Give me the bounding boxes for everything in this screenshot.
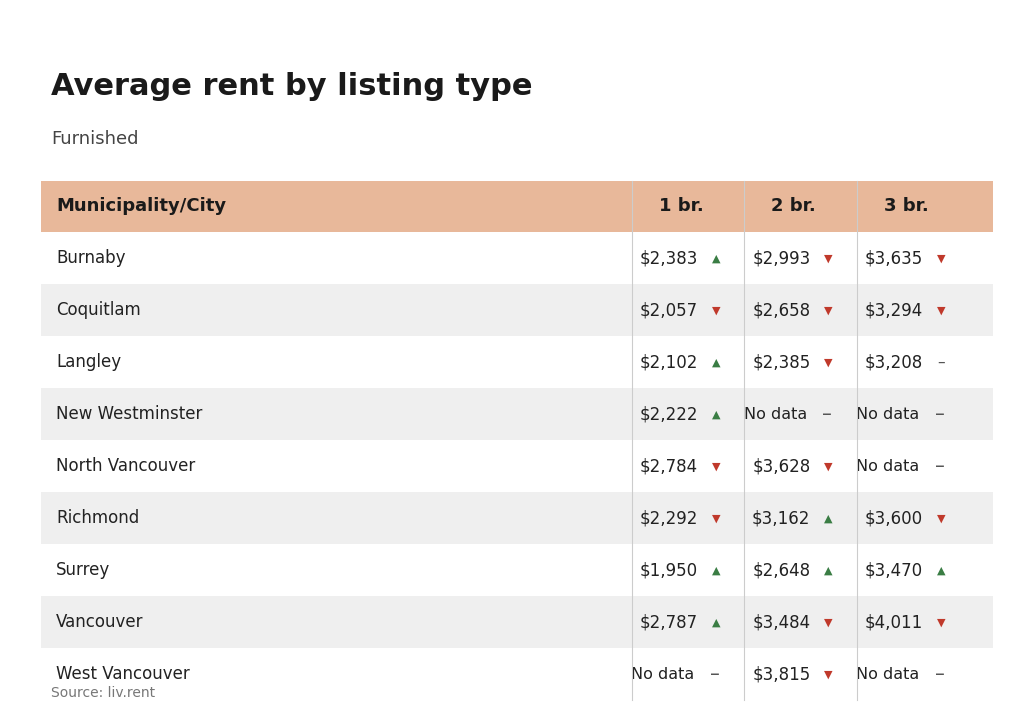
Text: ▼: ▼ — [824, 253, 833, 264]
Text: $3,208: $3,208 — [865, 354, 923, 371]
Text: $1,950: $1,950 — [640, 562, 697, 579]
Text: ▼: ▼ — [937, 513, 945, 523]
Text: ▼: ▼ — [824, 669, 833, 679]
Text: Burnaby: Burnaby — [56, 250, 126, 267]
Text: $2,383: $2,383 — [639, 250, 698, 267]
Text: Langley: Langley — [56, 354, 122, 371]
Text: 1 br.: 1 br. — [658, 198, 703, 215]
Text: ▼: ▼ — [824, 617, 833, 627]
Text: ▼: ▼ — [712, 461, 720, 471]
Text: $3,294: $3,294 — [865, 302, 923, 319]
Text: No data: No data — [631, 667, 694, 682]
Text: ▲: ▲ — [824, 513, 833, 523]
Text: –: – — [937, 355, 944, 370]
Text: No data: No data — [856, 459, 920, 474]
Text: –: – — [710, 665, 720, 684]
Text: Vancouver: Vancouver — [56, 614, 143, 631]
Text: ▲: ▲ — [937, 565, 945, 575]
Text: $3,162: $3,162 — [752, 510, 811, 527]
Text: ▼: ▼ — [824, 305, 833, 316]
Text: $2,784: $2,784 — [640, 458, 697, 475]
Text: Average rent by listing type: Average rent by listing type — [51, 72, 532, 101]
Text: ▲: ▲ — [712, 253, 720, 264]
Text: Municipality/City: Municipality/City — [56, 198, 226, 215]
Text: ▼: ▼ — [824, 461, 833, 471]
Text: No data: No data — [856, 667, 920, 682]
Text: ▲: ▲ — [712, 409, 720, 419]
Text: ▲: ▲ — [712, 357, 720, 367]
Text: $2,993: $2,993 — [753, 250, 810, 267]
Text: 3 br.: 3 br. — [884, 198, 929, 215]
Text: ▲: ▲ — [712, 565, 720, 575]
Text: $3,635: $3,635 — [865, 250, 923, 267]
Text: 2 br.: 2 br. — [771, 198, 816, 215]
Text: ▲: ▲ — [712, 617, 720, 627]
Text: –: – — [822, 405, 833, 424]
Text: $3,600: $3,600 — [865, 510, 923, 527]
Text: $3,470: $3,470 — [865, 562, 923, 579]
Text: ▲: ▲ — [824, 565, 833, 575]
Text: New Westminster: New Westminster — [56, 406, 203, 423]
Text: –: – — [935, 457, 945, 476]
Text: –: – — [935, 405, 945, 424]
Text: No data: No data — [856, 407, 920, 422]
Text: $2,292: $2,292 — [639, 510, 698, 527]
Text: Surrey: Surrey — [56, 562, 111, 579]
Text: ▼: ▼ — [712, 305, 720, 316]
Text: Source: liv.rent: Source: liv.rent — [51, 687, 156, 700]
Text: Furnished: Furnished — [51, 130, 138, 148]
Text: $2,222: $2,222 — [639, 406, 698, 423]
Text: $2,102: $2,102 — [639, 354, 698, 371]
Text: No data: No data — [743, 407, 807, 422]
Text: $3,628: $3,628 — [753, 458, 810, 475]
Text: –: – — [935, 665, 945, 684]
Text: $2,057: $2,057 — [640, 302, 697, 319]
Text: ▼: ▼ — [937, 253, 945, 264]
Text: Coquitlam: Coquitlam — [56, 302, 141, 319]
Text: $4,011: $4,011 — [865, 614, 923, 631]
Text: ▼: ▼ — [937, 305, 945, 316]
Text: Richmond: Richmond — [56, 510, 139, 527]
Text: $2,648: $2,648 — [753, 562, 810, 579]
Text: $2,787: $2,787 — [640, 614, 697, 631]
Text: $2,385: $2,385 — [753, 354, 810, 371]
Text: ▼: ▼ — [824, 357, 833, 367]
Text: ▼: ▼ — [712, 513, 720, 523]
Text: West Vancouver: West Vancouver — [56, 666, 190, 683]
Text: ▼: ▼ — [937, 617, 945, 627]
Text: $2,658: $2,658 — [753, 302, 810, 319]
Text: $3,484: $3,484 — [753, 614, 810, 631]
Text: North Vancouver: North Vancouver — [56, 458, 196, 475]
Text: $3,815: $3,815 — [753, 666, 810, 683]
